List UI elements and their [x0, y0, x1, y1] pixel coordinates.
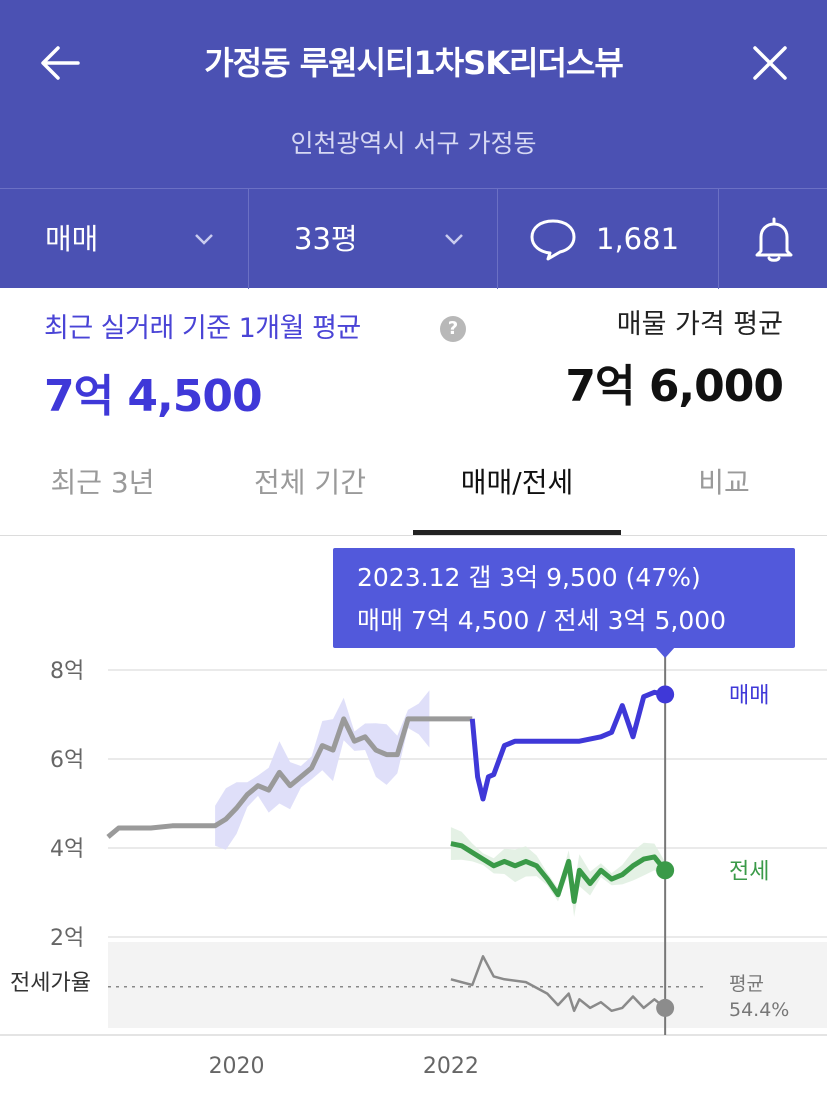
sale-range-band	[215, 690, 430, 850]
jeonse-series-line	[450, 841, 668, 904]
tab-sale-jeonse[interactable]: 매매/전세	[460, 466, 574, 499]
period-tabs: 최근 3년 전체 기간 매매/전세 비교	[0, 440, 827, 536]
jeonse-series-label: 전세	[729, 859, 769, 884]
jeonse-range-band	[450, 827, 666, 917]
notification-button[interactable]	[718, 189, 827, 289]
tab-all-period[interactable]: 전체 기간	[254, 466, 366, 499]
close-icon	[753, 46, 787, 80]
tooltip-pointer	[656, 648, 675, 658]
chevron-down-icon	[195, 234, 213, 245]
jeonse-endpoint-marker	[656, 861, 675, 880]
y-tick-label: 8억	[50, 659, 84, 684]
x-tick-label: 2022	[423, 1054, 479, 1079]
size-label: 33평	[294, 222, 358, 256]
y-tick-label: 2억	[50, 926, 84, 951]
recent-average-label: 최근 실거래 기준 1개월 평균	[44, 313, 361, 344]
header: 가정동 루원시티1차SK리더스뷰 인천광역시 서구 가정동 매매 33평 1,6…	[0, 0, 827, 289]
chart-tooltip: 2023.12 갭 3억 9,500 (47%) 매매 7억 4,500 / 전…	[333, 548, 795, 648]
deal-type-dropdown[interactable]: 매매	[0, 189, 247, 289]
bell-icon	[755, 217, 793, 262]
arrow-left-icon	[41, 46, 80, 80]
deal-type-label: 매매	[45, 222, 99, 256]
sale-series-label: 매매	[729, 683, 769, 708]
sale-series-line	[469, 689, 666, 802]
ratio-average-value: 54.4%	[729, 999, 789, 1021]
address-subtitle: 인천광역시 서구 가정동	[290, 129, 537, 158]
help-icon[interactable]: ?	[440, 316, 466, 342]
comments-button[interactable]: 1,681	[497, 189, 717, 289]
tab-compare[interactable]: 비교	[698, 466, 750, 499]
x-tick-label: 2020	[209, 1054, 265, 1079]
recent-average-value: 7억 4,500	[44, 371, 263, 422]
tooltip-gap-line: 2023.12 갭 3억 9,500 (47%)	[357, 563, 701, 592]
page-title: 가정동 루원시티1차SK리더스뷰	[204, 44, 624, 82]
listing-average-label: 매물 가격 평균	[616, 309, 783, 340]
sale-history-line	[106, 716, 473, 839]
speech-bubble-icon	[530, 219, 576, 261]
ratio-series-line	[450, 955, 666, 1013]
ratio-series-label: 전세가율	[10, 971, 91, 996]
title-bar: 가정동 루원시티1차SK리더스뷰	[0, 0, 827, 130]
ratio-endpoint-marker	[656, 998, 675, 1017]
listing-average-value: 7억 6,000	[565, 361, 784, 412]
sale-endpoint-marker	[656, 685, 675, 704]
tooltip-price-line: 매매 7억 4,500 / 전세 3억 5,000	[357, 606, 727, 635]
y-tick-label: 6억	[50, 748, 84, 773]
close-button[interactable]	[745, 38, 795, 88]
active-tab-indicator	[413, 530, 621, 535]
chevron-down-icon	[445, 234, 463, 245]
comment-count: 1,681	[596, 222, 680, 256]
tab-recent-3y[interactable]: 최근 3년	[50, 466, 155, 499]
size-dropdown[interactable]: 33평	[248, 189, 496, 289]
ratio-average-label: 평균	[729, 973, 764, 995]
y-tick-label: 4억	[50, 837, 84, 862]
filter-bar: 매매 33평 1,681	[0, 188, 827, 289]
back-button[interactable]	[36, 38, 86, 88]
